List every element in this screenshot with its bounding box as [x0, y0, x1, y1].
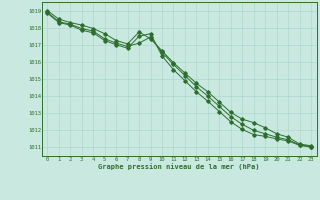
X-axis label: Graphe pression niveau de la mer (hPa): Graphe pression niveau de la mer (hPa)	[99, 163, 260, 170]
